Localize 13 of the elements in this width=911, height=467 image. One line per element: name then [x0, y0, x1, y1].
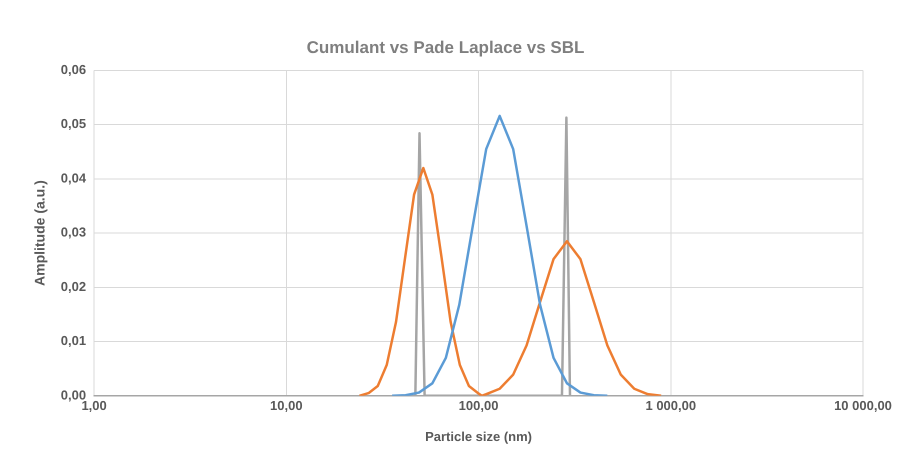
y-tick-label: 0,01 — [60, 333, 86, 348]
y-tick-label: 0,05 — [60, 116, 86, 132]
y-axis-title: Amplitude (a.u.) — [31, 180, 48, 286]
x-tick-label: 100,00 — [458, 398, 498, 414]
y-tick-label: 0,03 — [60, 224, 86, 240]
y-tick-label: 0,04 — [60, 170, 87, 186]
x-tick-label: 1 000,00 — [645, 398, 696, 414]
x-axis-title: Particle size (nm) — [425, 428, 532, 444]
y-tick-label: 0,02 — [60, 278, 86, 294]
chart-title: Cumulant vs Pade Laplace vs SBL — [306, 38, 584, 57]
x-tick-label: 10 000,00 — [834, 398, 892, 414]
y-tick-label: 0,06 — [60, 62, 86, 77]
x-tick-label: 10,00 — [270, 398, 303, 414]
